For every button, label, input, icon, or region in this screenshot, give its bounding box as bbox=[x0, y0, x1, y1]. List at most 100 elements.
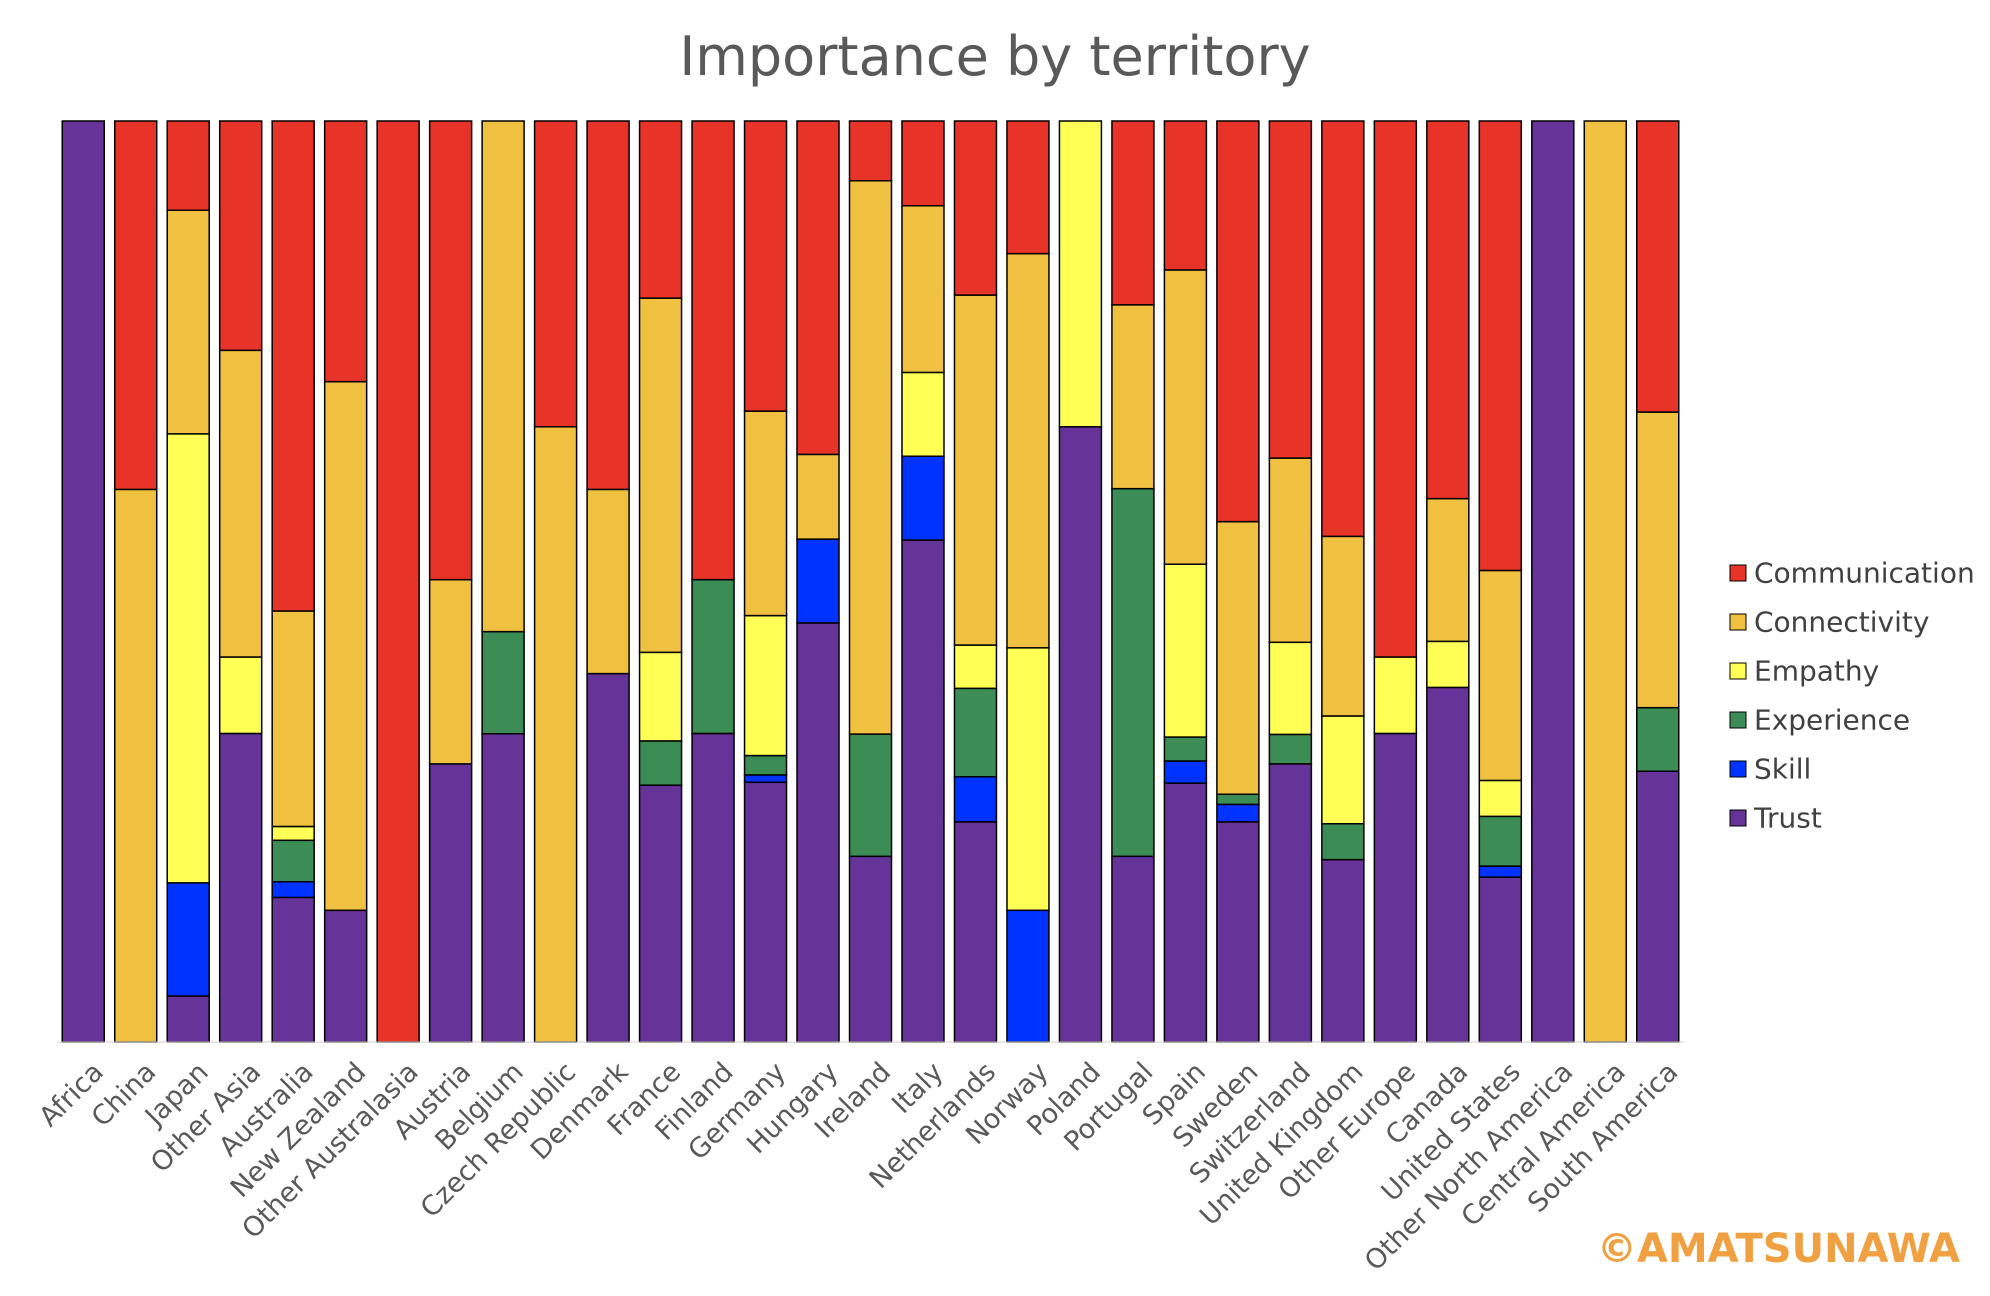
bar-segment-experience-france bbox=[638, 740, 683, 786]
bar-segment-connectivity-hungary bbox=[796, 453, 840, 540]
bar-segment-communication-czech-republic bbox=[533, 120, 578, 428]
bar-segment-communication-germany bbox=[743, 120, 788, 412]
bar-segment-trust-united-kingdom bbox=[1321, 858, 1365, 1043]
bar-segment-communication-other-europe bbox=[1373, 120, 1418, 658]
bar-segment-trust-sweden bbox=[1216, 821, 1260, 1043]
bar-segment-skill-norway bbox=[1006, 909, 1050, 1043]
bar-segment-skill-hungary bbox=[796, 538, 840, 624]
bar-segment-trust-poland bbox=[1058, 426, 1103, 1043]
bar-segment-trust-united-states bbox=[1478, 876, 1523, 1043]
legend-swatch-communication bbox=[1729, 564, 1747, 582]
bar-segment-empathy-united-kingdom bbox=[1321, 715, 1365, 825]
bar-segment-experience-finland bbox=[691, 578, 735, 735]
bar-segment-communication-switzerland bbox=[1268, 120, 1313, 459]
bar-segment-skill-spain bbox=[1163, 760, 1208, 784]
bar-segment-communication-australia bbox=[271, 120, 315, 612]
bar-segment-connectivity-france bbox=[638, 297, 683, 654]
bar-segment-communication-netherlands bbox=[953, 120, 998, 296]
bar-segment-connectivity-china bbox=[113, 488, 158, 1043]
bar-segment-empathy-other-europe bbox=[1373, 656, 1418, 735]
bar-segment-trust-netherlands bbox=[953, 821, 998, 1043]
bar-segment-communication-ireland bbox=[848, 120, 893, 182]
bar-segment-trust-switzerland bbox=[1268, 763, 1313, 1043]
bar-segment-skill-united-states bbox=[1478, 865, 1523, 878]
bar-segment-connectivity-denmark bbox=[586, 488, 630, 675]
legend-swatch-connectivity bbox=[1729, 613, 1747, 631]
legend-swatch-experience bbox=[1729, 711, 1747, 729]
bar-segment-connectivity-united-kingdom bbox=[1321, 535, 1365, 717]
bar-segment-trust-hungary bbox=[796, 622, 840, 1043]
legend-swatch-skill bbox=[1729, 760, 1747, 778]
bar-segment-communication-japan bbox=[166, 120, 210, 211]
bar-segment-communication-united-states bbox=[1478, 120, 1523, 572]
bar-segment-experience-germany bbox=[743, 754, 788, 776]
bar-segment-trust-japan bbox=[166, 995, 210, 1043]
legend-label-empathy: Empathy bbox=[1754, 655, 1879, 688]
bar-segment-trust-finland bbox=[691, 732, 735, 1043]
bar-segment-skill-netherlands bbox=[953, 776, 998, 823]
bar-segment-connectivity-australia bbox=[271, 610, 315, 828]
bar-segment-empathy-other-asia bbox=[218, 656, 263, 735]
bar-segment-connectivity-switzerland bbox=[1268, 457, 1313, 644]
bar-segment-empathy-poland bbox=[1058, 120, 1103, 428]
bar-segment-skill-australia bbox=[271, 881, 315, 899]
bar-segment-trust-africa bbox=[61, 120, 105, 1043]
bar-segment-communication-other-australasia bbox=[376, 120, 420, 1043]
bar-segment-empathy-canada bbox=[1426, 640, 1470, 689]
bar-segment-trust-portugal bbox=[1111, 855, 1155, 1043]
bar-segment-trust-other-europe bbox=[1373, 732, 1418, 1043]
bar-segment-experience-switzerland bbox=[1268, 733, 1313, 765]
bar-segment-connectivity-netherlands bbox=[953, 294, 998, 646]
bar-segment-connectivity-other-asia bbox=[218, 349, 263, 658]
bar-segment-connectivity-japan bbox=[166, 209, 210, 435]
bar-segment-trust-italy bbox=[901, 539, 945, 1043]
bar-segment-trust-austria bbox=[428, 763, 473, 1043]
legend-label-connectivity: Connectivity bbox=[1754, 606, 1929, 639]
legend: Communication Connectivity Empathy Experien… bbox=[1729, 557, 1975, 835]
bar-segment-connectivity-ireland bbox=[848, 180, 893, 735]
bar-segment-communication-denmark bbox=[586, 120, 630, 491]
bar-segment-connectivity-sweden bbox=[1216, 520, 1260, 795]
legend-label-experience: Experience bbox=[1754, 704, 1910, 737]
bar-segment-skill-japan bbox=[166, 882, 210, 997]
bar-segment-trust-spain bbox=[1163, 782, 1208, 1043]
bar-segment-experience-spain bbox=[1163, 736, 1208, 762]
bar-segment-connectivity-united-states bbox=[1478, 569, 1523, 782]
bar-segment-trust-other-asia bbox=[218, 732, 263, 1043]
bar-segment-communication-other-asia bbox=[218, 120, 263, 352]
copyright-watermark: ©AMATSUNAWA bbox=[1597, 1226, 1960, 1272]
bar-segment-empathy-italy bbox=[901, 371, 945, 457]
bar-segment-empathy-spain bbox=[1163, 563, 1208, 738]
bar-segment-connectivity-central-america bbox=[1583, 120, 1628, 1043]
bar-segment-communication-finland bbox=[691, 120, 735, 581]
bar-segment-trust-germany bbox=[743, 781, 788, 1043]
bars-layer bbox=[61, 120, 1680, 1043]
bar-segment-trust-ireland bbox=[848, 855, 893, 1043]
bar-segment-communication-austria bbox=[428, 120, 473, 581]
bar-segment-experience-portugal bbox=[1111, 487, 1155, 858]
bar-segment-communication-norway bbox=[1006, 120, 1050, 255]
bar-segment-trust-denmark bbox=[586, 672, 630, 1043]
bar-segment-communication-italy bbox=[901, 120, 945, 207]
bar-segment-communication-canada bbox=[1426, 120, 1470, 500]
bar-segment-trust-other-north-america bbox=[1531, 120, 1575, 1043]
bar-segment-skill-germany bbox=[743, 774, 788, 784]
bar-segment-empathy-japan bbox=[166, 433, 210, 884]
chart-title: Importance by territory bbox=[679, 25, 1310, 88]
bar-segment-communication-hungary bbox=[796, 120, 840, 456]
bar-segment-communication-spain bbox=[1163, 120, 1208, 271]
bar-segment-communication-china bbox=[113, 120, 158, 491]
bar-segment-connectivity-austria bbox=[428, 578, 473, 765]
bar-segment-connectivity-south-america bbox=[1636, 411, 1680, 709]
bar-segment-skill-italy bbox=[901, 455, 945, 541]
bar-segment-connectivity-norway bbox=[1006, 252, 1050, 649]
legend-label-communication: Communication bbox=[1754, 557, 1975, 590]
bar-segment-communication-france bbox=[638, 120, 683, 299]
bar-segment-skill-sweden bbox=[1216, 803, 1260, 823]
bar-segment-connectivity-spain bbox=[1163, 269, 1208, 565]
bar-segment-empathy-norway bbox=[1006, 647, 1050, 912]
bar-segment-trust-new-zealand bbox=[323, 909, 368, 1043]
bar-segment-communication-portugal bbox=[1111, 120, 1155, 306]
